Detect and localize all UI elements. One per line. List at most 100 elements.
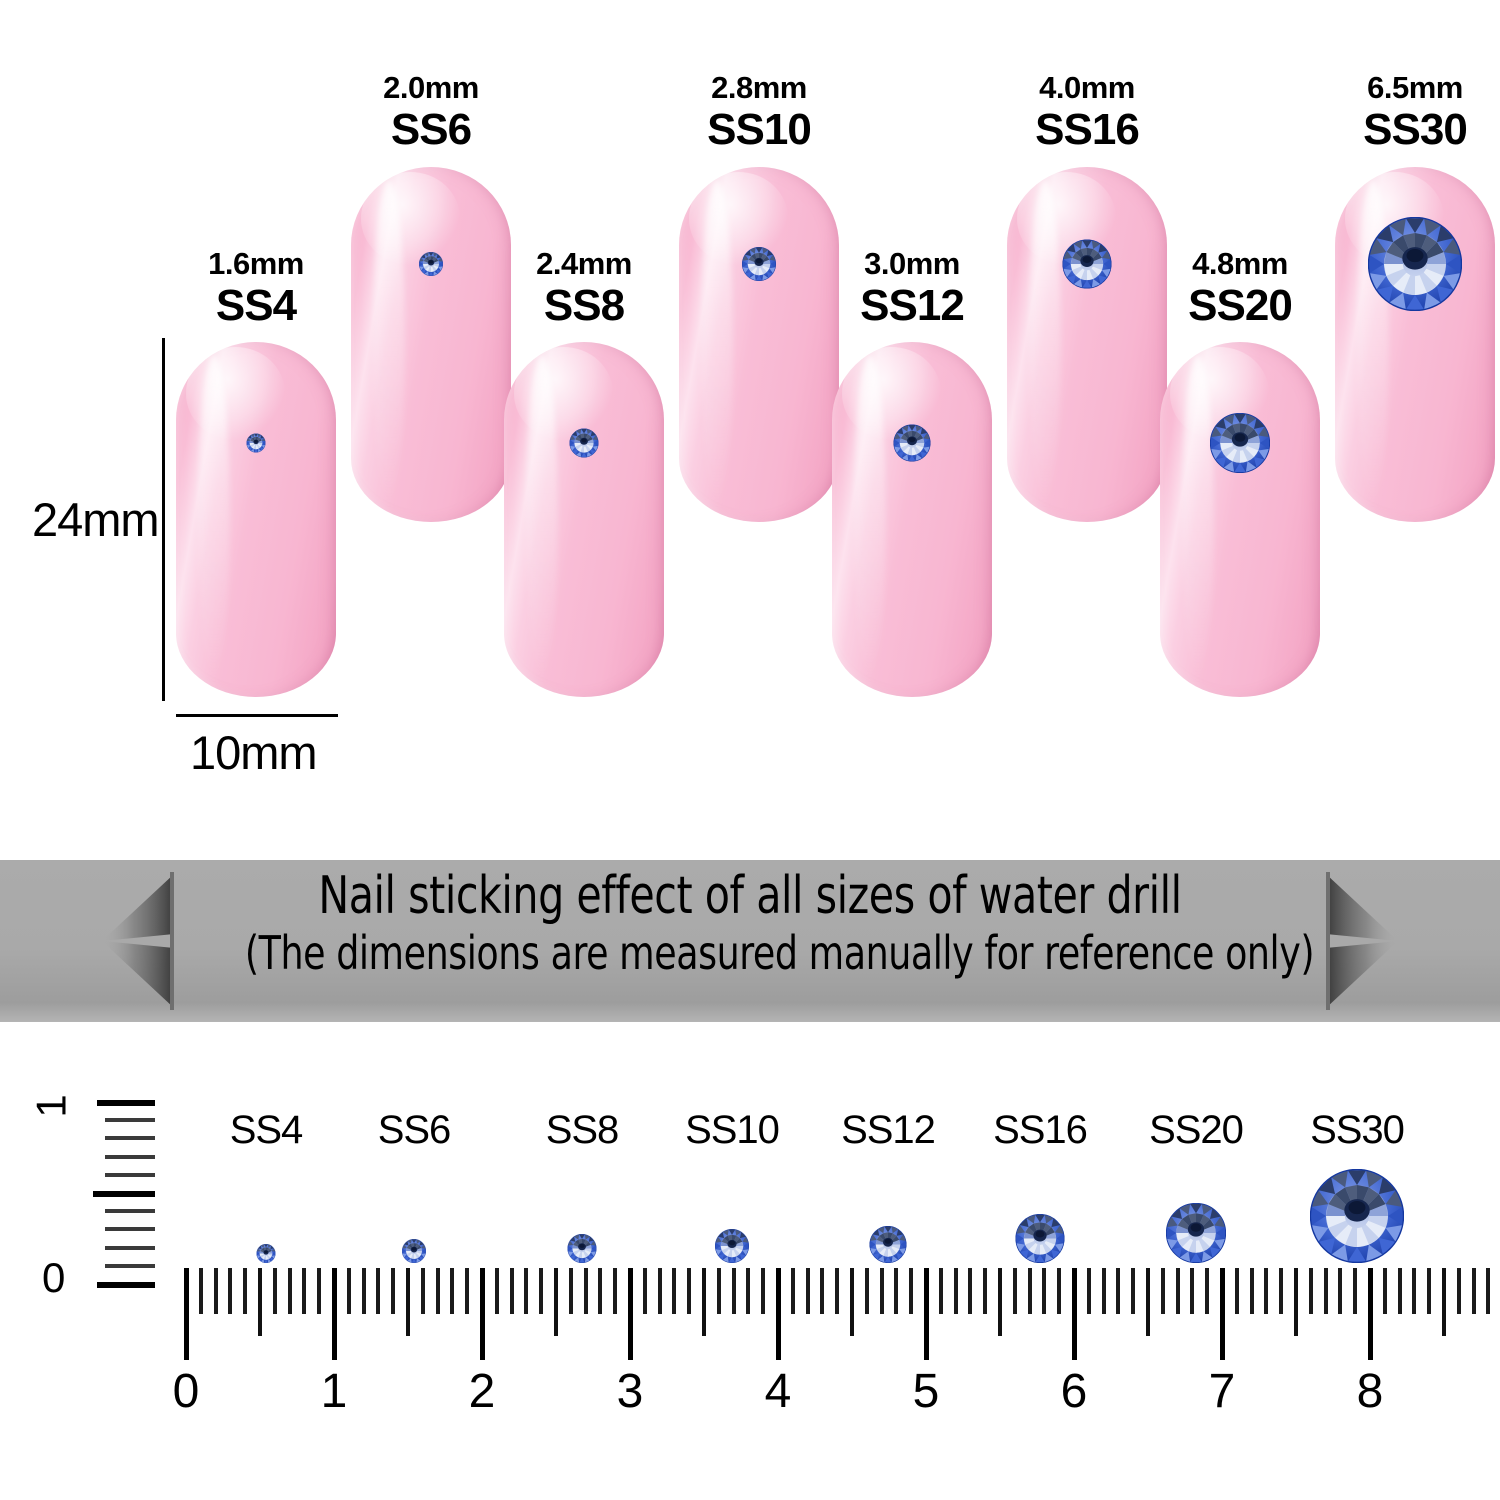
nail-size-label-ss16: 4.0mm SS16 (1035, 72, 1140, 152)
ruler-mm-tick (1486, 1268, 1491, 1314)
ruler-mm-tick (613, 1268, 618, 1314)
ruler-mm-tick (983, 1268, 988, 1314)
ruler-gem-label-ss12: SS12 (841, 1108, 936, 1152)
rhinestone-ss8 (569, 428, 599, 458)
ruler-mm-tick (1205, 1268, 1210, 1314)
ruler-rhinestone-ss4 (256, 1244, 276, 1263)
ruler-mm-tick (938, 1268, 943, 1314)
nail-shape (504, 342, 664, 697)
ruler-cm-tick (1071, 1268, 1077, 1360)
ruler-mm-tick (1027, 1268, 1032, 1314)
banner-title: Nail sticking effect of all sizes of wat… (318, 866, 1182, 926)
ruler-mm-tick (1353, 1268, 1358, 1314)
ruler-mm-tick (1382, 1268, 1387, 1314)
ruler-mm-tick (213, 1268, 218, 1314)
ruler-mm-tick (805, 1268, 810, 1314)
ruler-mm-tick (568, 1268, 573, 1314)
nail-sample-ss20: 4.8mm SS20 (1160, 248, 1320, 697)
ruler-mm-tick (1323, 1268, 1328, 1314)
nail-sample-ss8: 2.4mm SS8 (504, 248, 664, 697)
nail-sample-ss30: 6.5mm SS30 (1335, 72, 1495, 522)
ruler-mm-tick (198, 1268, 203, 1314)
height-dimension-label: 24mm (32, 492, 160, 546)
banner-right-divider (1326, 872, 1330, 1010)
banner-text-block: Nail sticking effect of all sizes of wat… (176, 866, 1324, 980)
ruler-mm-tick (1057, 1268, 1062, 1314)
ruler-cm-tick (331, 1268, 337, 1360)
height-dimension-line (162, 338, 165, 701)
ruler-mm-tick (509, 1268, 514, 1314)
ruler-comparison: 0 1 SS4 SS6 SS8 SS10 SS12 SS16 SS20 SS30 0 1 2 3 4 5… (0, 1022, 1500, 1500)
ruler-mm-tick (272, 1268, 277, 1314)
rhinestone-ss10 (742, 247, 776, 281)
vertical-scale-tick (105, 1264, 155, 1268)
ruler-mm-tick (465, 1268, 470, 1314)
nail-ss-label: SS20 (1188, 281, 1293, 330)
ruler-mm-tick (864, 1268, 869, 1314)
ruler-number-8: 8 (1356, 1365, 1384, 1418)
vertical-scale-major-tick (93, 1191, 155, 1197)
ruler-mm-tick (1190, 1268, 1195, 1314)
vertical-scale (93, 1100, 155, 1288)
ruler-mm-tick (1279, 1268, 1284, 1314)
nail-shape (679, 167, 839, 522)
banner-subtitle: (The dimensions are measured manually fo… (244, 925, 1315, 980)
width-dimension-line (176, 714, 338, 717)
rhinestone-ss6 (419, 252, 443, 276)
ruler-mm-tick (420, 1268, 425, 1314)
ruler-mm-tick (391, 1268, 396, 1314)
ruler-number-7: 7 (1208, 1365, 1236, 1418)
vertical-scale-tick (105, 1246, 155, 1250)
nail-mm-label: 2.8mm (711, 70, 807, 105)
ruler-mm-tick (346, 1268, 351, 1314)
nail-mm-label: 3.0mm (864, 246, 960, 281)
nail-ss-label: SS4 (215, 281, 297, 330)
ruler-mm-tick (1397, 1268, 1402, 1314)
vertical-scale-tick (105, 1118, 155, 1122)
rhinestone-ss16 (1062, 239, 1112, 289)
nail-ss-label: SS6 (390, 105, 472, 154)
banner-left-divider (170, 872, 174, 1010)
ruler-rhinestone-ss12 (869, 1226, 907, 1263)
ruler-half-cm-tick (998, 1268, 1002, 1336)
ruler-number-5: 5 (912, 1365, 940, 1418)
nail-size-label-ss10: 2.8mm SS10 (707, 70, 812, 152)
vertical-scale-tick (105, 1227, 155, 1231)
ruler-rhinestone-ss20 (1166, 1203, 1226, 1263)
vertical-scale-one-label: 1 (27, 1094, 75, 1118)
nail-sample-ss6: 2.0mm SS6 (351, 72, 511, 522)
ruler-half-cm-tick (1294, 1268, 1298, 1336)
ruler-mm-tick (524, 1268, 529, 1314)
ruler-mm-tick (1249, 1268, 1254, 1314)
ruler-half-cm-tick (850, 1268, 854, 1336)
vertical-scale-major-tick (97, 1100, 155, 1106)
ruler-gem-label-ss30: SS30 (1310, 1108, 1405, 1152)
width-dimension-label: 10mm (190, 726, 318, 779)
nail-ss-label: SS8 (543, 281, 625, 330)
rhinestone-ss30 (1368, 217, 1462, 311)
nail-shape (832, 342, 992, 697)
nail-mm-label: 6.5mm (1367, 70, 1463, 105)
ruler-mm-tick (1264, 1268, 1269, 1314)
ruler-cm-tick (1367, 1268, 1373, 1360)
ruler-mm-tick (302, 1268, 307, 1314)
ruler-half-cm-tick (554, 1268, 558, 1336)
ruler-number-0: 0 (172, 1365, 200, 1418)
nail-size-chart: 1.6mm SS4 2.0mm SS6 2.4mm SS8 2.8mm SS10 3.0mm SS… (0, 0, 1500, 855)
ruler-gem-label-ss8: SS8 (545, 1108, 620, 1152)
ruler-gem-label-ss6: SS6 (377, 1108, 452, 1152)
ruler-number-3: 3 (616, 1365, 644, 1418)
nail-size-label-ss6: 2.0mm SS6 (383, 72, 479, 152)
banner-left-arrow-icon (102, 874, 174, 1008)
ruler-mm-tick (598, 1268, 603, 1314)
ruler-mm-tick (835, 1268, 840, 1314)
ruler-mm-tick (1101, 1268, 1106, 1314)
nail-mm-label: 4.8mm (1192, 246, 1288, 281)
rhinestone-ss4 (246, 433, 266, 453)
headline-banner: Nail sticking effect of all sizes of wat… (0, 860, 1500, 1022)
nail-shape (176, 342, 336, 697)
ruler-mm-tick (820, 1268, 825, 1314)
ruler-mm-tick (361, 1268, 366, 1314)
ruler-half-cm-tick (702, 1268, 706, 1336)
